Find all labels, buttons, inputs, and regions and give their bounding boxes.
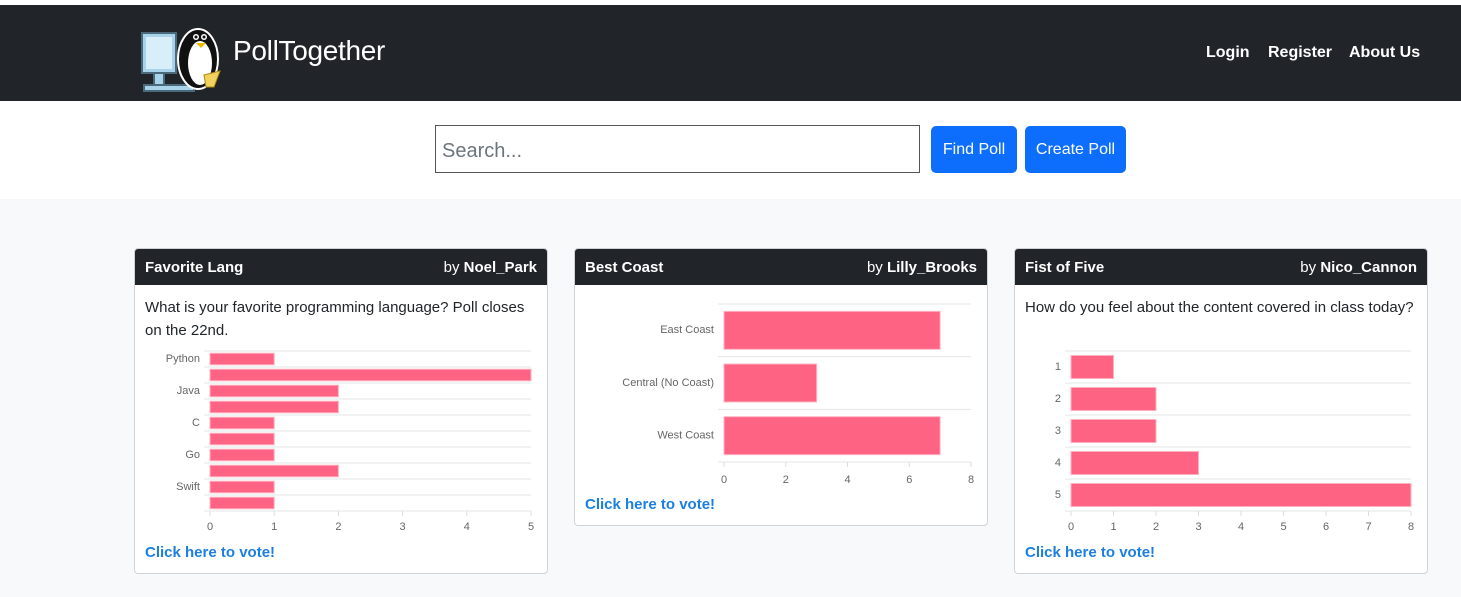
by-label: by <box>866 259 883 276</box>
brand[interactable]: PollTogether <box>233 35 386 66</box>
vote-link[interactable]: Click here to vote! <box>145 544 276 561</box>
nav-link[interactable]: About Us <box>1349 44 1421 61</box>
search-input[interactable]: Search... <box>435 125 920 173</box>
logo[interactable] <box>140 15 222 95</box>
nav-link[interactable]: Login <box>1206 44 1250 61</box>
nav-link[interactable]: Register <box>1268 44 1333 61</box>
poll-author: by Lilly_Brooks <box>867 259 977 276</box>
card-header: Favorite Lang by Noel_Park <box>135 249 547 285</box>
poll-card: Best Coast by Lilly_Brooks Click here to… <box>574 248 988 526</box>
by-label: by <box>443 259 460 276</box>
card-header: Fist of Five by Nico_Cannon <box>1015 249 1427 285</box>
vote-link[interactable]: Click here to vote! <box>585 496 716 513</box>
search-bar: Search... Find Poll Create Poll <box>0 101 1461 199</box>
top-strip <box>0 0 1461 5</box>
search-placeholder: Search... <box>442 140 523 162</box>
by-label: by <box>1300 259 1317 276</box>
find-poll-button[interactable]: Find Poll <box>931 126 1017 173</box>
author-name: Nico_Cannon <box>1320 259 1417 276</box>
navbar: PollTogether Login Register About Us <box>0 5 1461 101</box>
author-name: Lilly_Brooks <box>886 259 977 276</box>
poll-card: Fist of Five by Nico_Cannon How do you f… <box>1014 248 1428 574</box>
vote-link[interactable]: Click here to vote! <box>1025 544 1156 561</box>
poll-author: by Nico_Cannon <box>1300 259 1417 276</box>
poll-title: Fist of Five <box>1025 259 1105 276</box>
poll-description: What is your favorite programming langua… <box>145 299 525 339</box>
create-poll-button[interactable]: Create Poll <box>1025 126 1126 173</box>
card-header: Best Coast by Lilly_Brooks <box>575 249 987 285</box>
poll-title: Favorite Lang <box>145 259 244 276</box>
poll-description: How do you feel about the content covere… <box>1025 299 1414 316</box>
author-name: Noel_Park <box>463 259 537 276</box>
poll-author: by Noel_Park <box>444 259 537 276</box>
poll-title: Best Coast <box>585 259 664 276</box>
poll-card: Favorite Lang by Noel_Park What is your … <box>134 248 548 574</box>
